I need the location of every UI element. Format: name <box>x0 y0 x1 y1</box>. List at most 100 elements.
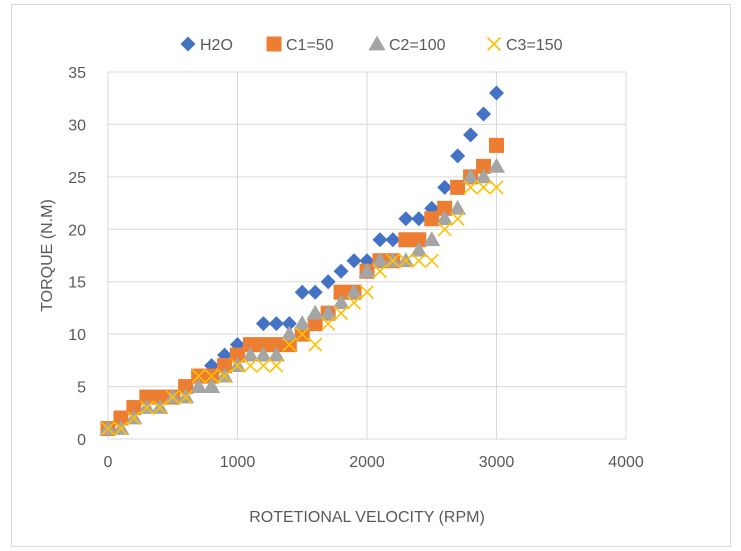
x-marker-stroke <box>230 358 245 373</box>
legend-item-1: H2O <box>180 36 233 54</box>
data-point <box>100 421 116 436</box>
data-point <box>242 337 258 353</box>
data-point <box>488 157 505 173</box>
data-point <box>345 283 363 299</box>
x-marker-stroke <box>243 358 258 373</box>
data-point <box>436 210 454 226</box>
data-point <box>332 294 350 310</box>
x-marker-stroke <box>178 389 193 405</box>
x-marker-stroke <box>437 222 452 237</box>
data-point <box>255 316 271 332</box>
data-point <box>293 315 311 331</box>
data-point <box>152 400 167 415</box>
data-point <box>230 358 245 373</box>
data-point <box>256 358 271 373</box>
data-point <box>307 316 323 332</box>
data-point <box>333 263 349 279</box>
data-point <box>268 316 284 332</box>
y-tick-label: 30 <box>68 117 86 134</box>
legend-label: H2O <box>200 37 233 54</box>
data-point <box>385 232 401 248</box>
x-marker-stroke <box>463 180 478 195</box>
x-marker-stroke <box>476 180 491 195</box>
data-point <box>411 211 427 227</box>
data-point <box>280 325 298 341</box>
data-point <box>204 369 219 384</box>
x-marker-stroke <box>113 421 129 436</box>
data-point <box>319 304 337 320</box>
x-marker-stroke <box>269 358 284 373</box>
data-point <box>371 252 389 268</box>
x-marker-stroke <box>308 337 323 352</box>
data-point <box>437 222 452 237</box>
x-tick-label: 0 <box>104 454 113 471</box>
x-marker-stroke <box>256 358 271 373</box>
x-tick-label: 3000 <box>479 454 515 471</box>
data-point <box>308 337 323 352</box>
x-marker-stroke <box>372 264 388 279</box>
x-marker-stroke <box>217 369 232 384</box>
data-point <box>126 400 142 416</box>
y-tick-label: 15 <box>68 275 86 292</box>
data-point <box>437 179 453 195</box>
data-point <box>282 337 297 352</box>
series-4 <box>100 180 504 436</box>
legend-item-2: C1=50 <box>266 36 334 54</box>
data-point <box>398 211 414 227</box>
data-point <box>385 253 400 268</box>
data-point <box>139 400 154 415</box>
y-tick-label: 25 <box>68 170 86 187</box>
y-tick-label: 10 <box>68 327 86 344</box>
data-point <box>333 284 349 300</box>
data-point <box>463 127 479 143</box>
legend: H2O C1=50 C2=100 C3=150 <box>180 35 563 54</box>
series-1 <box>100 85 504 437</box>
x-tick-label: 1000 <box>220 454 256 471</box>
data-point <box>203 378 221 393</box>
y-tick-label: 20 <box>68 222 86 239</box>
data-point <box>269 358 284 373</box>
data-point <box>321 316 336 331</box>
data-point <box>398 232 414 248</box>
data-point <box>230 347 245 363</box>
data-point <box>217 369 232 384</box>
legend-marker <box>486 36 502 52</box>
x-tick-label: 2000 <box>349 454 385 471</box>
x-marker-stroke <box>489 180 504 195</box>
x-marker-stroke <box>346 295 362 310</box>
data-point <box>165 389 180 405</box>
data-point <box>410 241 428 257</box>
x-marker-stroke <box>359 285 375 300</box>
data-point <box>358 262 376 278</box>
data-point <box>450 148 466 164</box>
data-point <box>281 316 297 332</box>
x-marker-stroke <box>411 253 426 268</box>
data-point <box>423 231 441 247</box>
data-point <box>113 421 129 436</box>
x-tick-label: 4000 <box>608 454 644 471</box>
x-marker-stroke <box>191 369 206 384</box>
data-point <box>424 253 439 268</box>
data-point <box>268 337 284 353</box>
data-point <box>126 410 141 426</box>
y-tick-label: 5 <box>77 380 86 397</box>
x-marker-stroke <box>398 253 413 268</box>
data-point <box>307 284 323 300</box>
x-marker-stroke <box>152 400 167 415</box>
data-point <box>346 253 362 269</box>
x-marker-stroke <box>165 389 180 405</box>
data-point <box>191 369 206 384</box>
data-point <box>475 168 493 184</box>
x-marker-stroke <box>295 327 310 342</box>
x-marker-stroke <box>126 410 141 426</box>
data-point <box>217 358 233 374</box>
legend-label: C2=100 <box>389 37 446 54</box>
data-point <box>489 85 504 101</box>
data-point <box>267 346 285 362</box>
y-tick-label: 35 <box>68 65 86 82</box>
data-point <box>152 389 168 405</box>
data-point <box>254 346 272 362</box>
data-point <box>450 179 466 195</box>
data-point <box>306 304 324 320</box>
data-point <box>463 180 478 195</box>
